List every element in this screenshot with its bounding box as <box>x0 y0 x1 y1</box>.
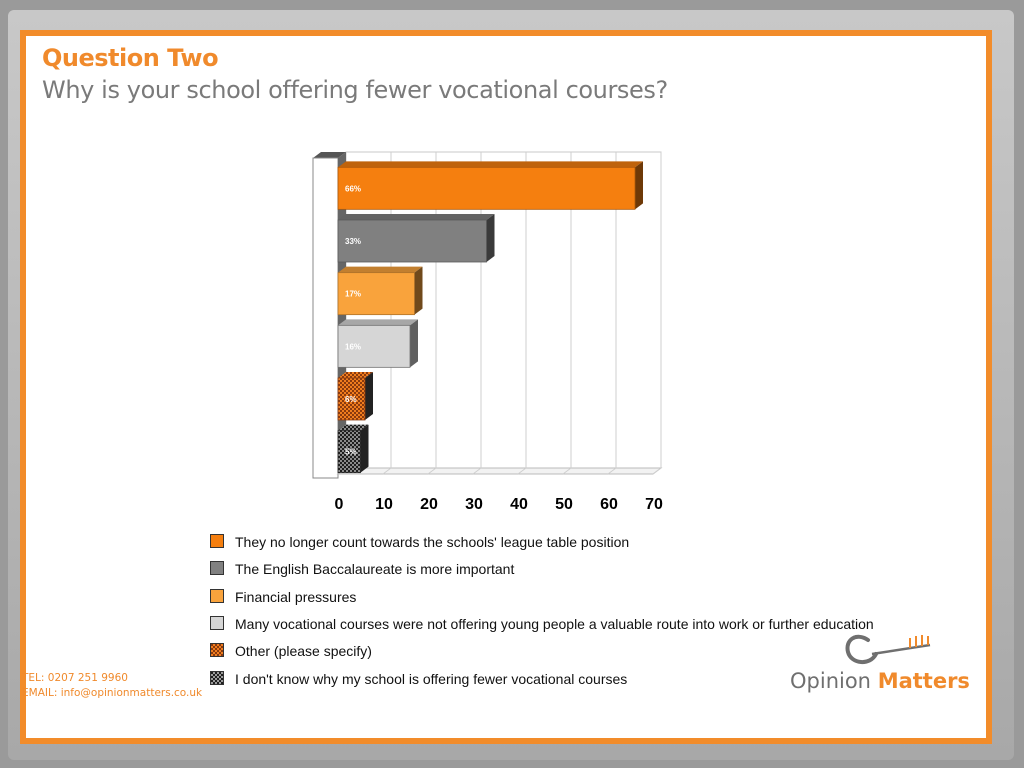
legend-swatch <box>210 670 224 685</box>
bar-side <box>486 214 495 262</box>
gridline-floor <box>382 467 392 475</box>
bar <box>337 272 415 316</box>
chart-left-wall <box>312 157 339 479</box>
logo-word-matters: Matters <box>877 669 970 693</box>
footer-email: EMAIL: info@opinionmatters.co.uk <box>22 687 203 699</box>
bar <box>337 166 636 210</box>
legend-swatch <box>210 643 224 658</box>
bar-group: 5% <box>337 424 369 474</box>
bar-side <box>410 319 418 368</box>
x-tick-label: 30 <box>465 496 483 513</box>
bar-data-label: 6% <box>345 395 357 404</box>
bar <box>337 324 411 368</box>
logo-word-opinion: Opinion <box>790 669 871 693</box>
x-tick-label: 20 <box>420 496 438 513</box>
logo: Opinion Matters <box>790 628 970 698</box>
bar-group: 16% <box>337 319 418 368</box>
x-tick-label: 0 <box>335 496 344 513</box>
question-label: Question Two <box>42 44 219 72</box>
bar <box>337 377 366 421</box>
x-tick-label: 60 <box>600 496 618 513</box>
chart-left-wall-top <box>313 152 346 158</box>
bar-top <box>338 214 495 220</box>
bar-data-label: 17% <box>345 290 361 299</box>
legend-swatch <box>210 561 224 576</box>
bar <box>337 430 361 474</box>
legend-label: Financial pressures <box>235 588 357 605</box>
bar-top <box>338 319 418 326</box>
gridline-floor <box>472 467 482 475</box>
bar-group: 6% <box>337 372 373 421</box>
legend-label: Many vocational courses were not offerin… <box>235 615 874 632</box>
key-icon <box>845 634 931 664</box>
gridline-floor <box>562 467 572 475</box>
bar-top <box>338 424 369 431</box>
bar-top <box>338 372 373 378</box>
bar-top <box>338 161 643 168</box>
legend-label: I don't know why my school is offering f… <box>235 670 628 687</box>
legend-label: They no longer count towards the schools… <box>235 534 630 550</box>
footer-contact: TEL: 0207 251 9960 EMAIL: info@opinionma… <box>22 671 202 701</box>
legend-label: Other (please specify) <box>235 643 372 660</box>
bar-side <box>635 161 643 210</box>
bar-group: 66% <box>337 161 643 210</box>
bar-group: 33% <box>337 214 495 263</box>
logo-wordmark: Opinion Matters <box>790 669 970 693</box>
gridline-floor <box>427 467 437 475</box>
gridline-floor <box>517 467 527 475</box>
gridline-floor <box>652 467 662 475</box>
bar-side <box>414 266 423 315</box>
legend-swatch <box>210 588 224 603</box>
legend-swatch <box>210 534 224 548</box>
bar <box>337 219 487 263</box>
bar-side <box>365 372 373 420</box>
bar-data-label: 33% <box>345 237 361 246</box>
bar-side <box>360 424 369 473</box>
x-tick-label: 50 <box>555 496 573 513</box>
bar-data-label: 16% <box>345 342 361 351</box>
legend-swatch <box>210 615 224 630</box>
x-tick-label: 10 <box>375 496 393 513</box>
gridline-floor <box>607 467 617 475</box>
bar-data-label: 66% <box>345 184 361 193</box>
bar-data-label: 5% <box>345 448 357 457</box>
bar-top <box>338 266 423 273</box>
bar-group: 17% <box>337 266 423 316</box>
x-tick-label: 40 <box>510 496 528 513</box>
question-text: Why is your school offering fewer vocati… <box>42 76 668 104</box>
x-tick-label: 70 <box>645 496 663 513</box>
legend-label: The English Baccalaureate is more import… <box>235 561 515 578</box>
footer-tel: TEL: 0207 251 9960 <box>22 672 128 684</box>
